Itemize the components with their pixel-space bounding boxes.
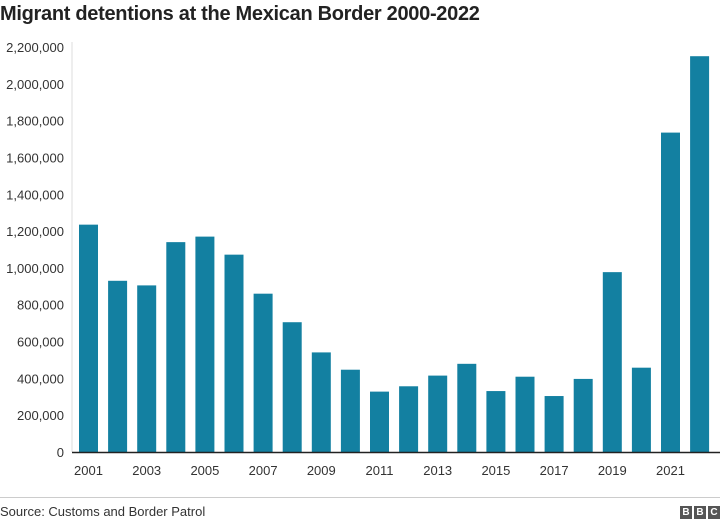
x-tick-label: 2007 [249,463,278,478]
bar-2008 [282,322,302,452]
bar-2022 [690,56,710,453]
logo-letter: B [694,506,706,519]
bar-2009 [311,352,331,452]
x-tick-label: 2013 [423,463,452,478]
bar-2001 [79,224,98,452]
y-tick-label: 1,800,000 [6,114,64,129]
y-tick-label: 400,000 [17,371,64,386]
y-tick-label: 2,000,000 [6,77,64,92]
bar-2011 [370,391,389,452]
y-tick-label: 1,000,000 [6,261,64,276]
y-tick-label: 800,000 [17,298,64,313]
bar-2007 [253,293,273,452]
bar-2002 [108,280,128,452]
x-tick-label: 2021 [656,463,685,478]
bar-2015 [486,391,506,452]
bar-2012 [399,386,419,452]
x-tick-label: 2003 [132,463,161,478]
y-tick-label: 600,000 [17,335,64,350]
bar-2005 [195,236,215,452]
bar-2010 [340,369,360,452]
bar-2014 [457,363,477,452]
x-tick-label: 2005 [190,463,219,478]
source-note: Source: Customs and Border Patrol [0,504,206,519]
bar-2017 [544,396,564,452]
bar-2019 [602,272,622,452]
bar-2018 [573,378,593,452]
footer-divider [0,497,720,498]
logo-letter: B [680,506,692,519]
chart-title: Migrant detentions at the Mexican Border… [0,3,480,25]
x-tick-label: 2017 [540,463,569,478]
x-tick-label: 2009 [307,463,336,478]
x-tick-label: 2019 [598,463,627,478]
bar-2003 [137,285,157,452]
x-tick-label: 2015 [481,463,510,478]
x-tick-label: 2011 [366,463,394,478]
bar-2004 [166,242,186,452]
bar-2006 [224,254,244,452]
logo-letter: C [708,506,720,519]
y-tick-label: 1,200,000 [6,224,64,239]
y-tick-label: 0 [57,445,64,460]
bar-2021 [661,132,680,452]
y-tick-label: 200,000 [17,408,64,423]
y-tick-label: 1,400,000 [6,187,64,202]
y-tick-label: 1,600,000 [6,150,64,165]
bbc-logo: B B C [680,506,720,519]
bar-2020 [631,367,651,452]
bar-2013 [428,375,448,452]
x-tick-label: 2001 [74,463,103,478]
y-tick-label: 2,200,000 [6,40,64,55]
bar-2016 [515,376,535,452]
